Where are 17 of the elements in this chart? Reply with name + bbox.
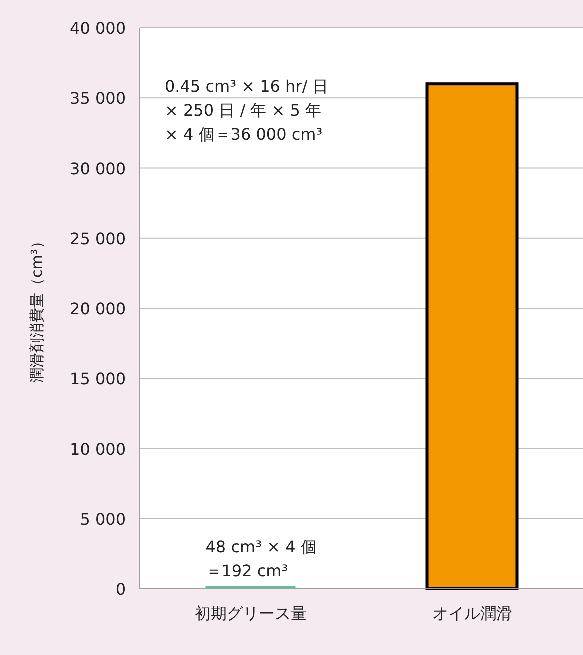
x-tick-label: 初期グリース量 bbox=[194, 604, 307, 623]
y-tick-label: 25 000 bbox=[70, 229, 126, 248]
annotation: ＝192 cm³ bbox=[206, 561, 288, 580]
x-tick-label: オイル潤滑 bbox=[432, 604, 512, 623]
y-tick-label: 30 000 bbox=[70, 159, 126, 178]
y-tick-label: 10 000 bbox=[70, 440, 126, 459]
y-tick-label: 35 000 bbox=[70, 89, 126, 108]
annotation: × 250 日 / 年 × 5 年 bbox=[165, 101, 322, 120]
y-tick-label: 40 000 bbox=[70, 19, 126, 38]
y-tick-label: 15 000 bbox=[70, 370, 126, 389]
annotation: 0.45 cm³ × 16 hr/ 日 bbox=[165, 77, 329, 96]
y-axis-title: 潤滑剤消費量（cm³） bbox=[28, 234, 46, 383]
y-tick-label: 0 bbox=[116, 580, 126, 599]
y-tick-label: 20 000 bbox=[70, 300, 126, 318]
annotation: × 4 個＝36 000 cm³ bbox=[165, 125, 323, 144]
y-tick-label: 5 000 bbox=[80, 510, 126, 529]
annotation: 48 cm³ × 4 個 bbox=[206, 537, 317, 556]
